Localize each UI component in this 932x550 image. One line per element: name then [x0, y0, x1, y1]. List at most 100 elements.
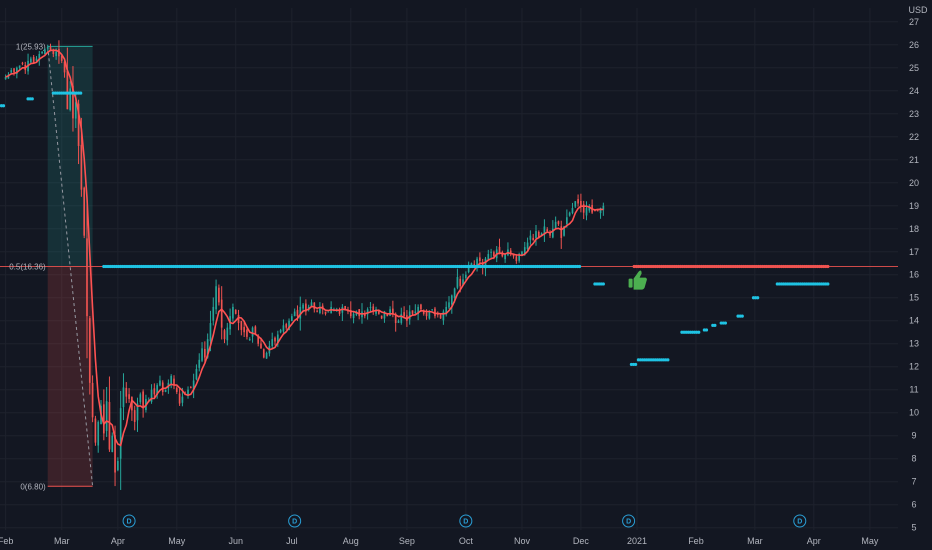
- level-dot: [601, 282, 605, 286]
- candle-body: [571, 208, 574, 214]
- candle-body: [276, 334, 279, 343]
- x-tick-label: Apr: [111, 536, 125, 546]
- candle-body: [546, 229, 549, 232]
- candle-body: [476, 258, 478, 268]
- candle-body: [38, 53, 41, 61]
- candle-body: [484, 258, 487, 269]
- candle-body: [44, 49, 46, 55]
- candle-body: [97, 421, 100, 446]
- candle-body: [69, 88, 71, 110]
- y-tick-label: 24: [909, 86, 919, 96]
- y-tick-label: 8: [911, 454, 916, 464]
- candle-body: [187, 389, 189, 396]
- level-dot: [30, 97, 34, 101]
- candle-body: [568, 212, 571, 216]
- y-tick-label: 5: [911, 523, 916, 533]
- candle-body: [218, 287, 220, 303]
- candle-body: [201, 348, 203, 361]
- candle-body: [324, 311, 327, 314]
- candle-body: [262, 349, 265, 358]
- fib-level-label: 1(25.93): [16, 42, 46, 51]
- x-tick-label: Sep: [399, 536, 415, 546]
- dividend-marker: [793, 514, 807, 528]
- y-tick-label: 10: [909, 408, 919, 418]
- candle-body: [532, 237, 535, 241]
- candle-body: [305, 303, 307, 312]
- candle-body: [91, 382, 94, 418]
- candle-body: [470, 263, 473, 267]
- candle-body: [52, 49, 55, 54]
- y-tick-label: 26: [909, 40, 919, 50]
- candle-body: [422, 311, 425, 314]
- x-tick-label: Oct: [459, 536, 474, 546]
- candle-body: [464, 274, 467, 279]
- candle-body: [159, 380, 161, 386]
- candle-body: [566, 217, 568, 225]
- candle-body: [456, 277, 459, 288]
- candle-body: [577, 199, 579, 204]
- y-tick-label: 17: [909, 247, 919, 257]
- candle-body: [83, 187, 86, 236]
- candle-body: [344, 305, 347, 310]
- candle-body: [156, 385, 158, 395]
- candle-body: [473, 264, 476, 266]
- candle-body: [18, 65, 21, 68]
- candle-body: [397, 320, 400, 323]
- x-tick-label: Dec: [573, 536, 590, 546]
- candle-body: [436, 313, 439, 315]
- candle-body: [237, 314, 240, 324]
- candle-body: [358, 309, 361, 317]
- candle-body: [313, 302, 316, 310]
- dividend-marker: [622, 514, 636, 528]
- candle-body: [178, 393, 181, 404]
- candle-body: [49, 47, 52, 50]
- candle-body: [94, 418, 97, 443]
- level-dot: [634, 362, 638, 367]
- candle-body: [86, 238, 88, 317]
- candle-body: [299, 306, 302, 319]
- candle-body: [192, 380, 195, 390]
- candle-body: [462, 279, 464, 285]
- candle-body: [240, 320, 243, 330]
- x-tick-label: Jun: [228, 536, 243, 546]
- y-tick-label: 6: [911, 500, 916, 510]
- candle-body: [279, 329, 282, 333]
- candle-body: [136, 403, 139, 421]
- candle-body: [170, 375, 173, 386]
- level-dot-red: [826, 264, 830, 269]
- candle-body: [349, 309, 352, 317]
- level-dot: [756, 296, 760, 300]
- dividend-marker: [122, 514, 136, 528]
- candle-body: [161, 382, 164, 393]
- candle-body: [493, 252, 495, 257]
- candle-body: [537, 231, 540, 238]
- candle-body: [310, 302, 313, 307]
- candle-body: [420, 304, 422, 310]
- candle-body: [386, 313, 389, 317]
- candle-body: [431, 309, 434, 311]
- candle-body: [215, 286, 217, 310]
- candle-body: [594, 210, 596, 212]
- x-tick-label: Aug: [343, 536, 359, 546]
- candle-body: [108, 402, 111, 450]
- candle-body: [257, 335, 260, 344]
- candle-body: [319, 306, 321, 313]
- candle-body: [563, 226, 565, 236]
- level-dot: [697, 330, 701, 334]
- candle-body: [260, 343, 262, 349]
- candle-body: [226, 327, 229, 341]
- candle-body: [30, 58, 32, 63]
- candle-body: [375, 309, 377, 314]
- fibonacci-retracement: 1(25.93) 0.5(16.36) 0(6.80): [0, 42, 898, 491]
- candle-body: [209, 323, 212, 342]
- dividend-marker-label: D: [127, 519, 132, 526]
- candle-body: [408, 311, 411, 320]
- candle-body: [378, 311, 380, 314]
- candle-body: [504, 254, 506, 260]
- candle-body: [560, 226, 563, 238]
- level-dot: [740, 314, 744, 318]
- x-tick-label: Jul: [286, 536, 298, 546]
- candle-body: [540, 233, 543, 236]
